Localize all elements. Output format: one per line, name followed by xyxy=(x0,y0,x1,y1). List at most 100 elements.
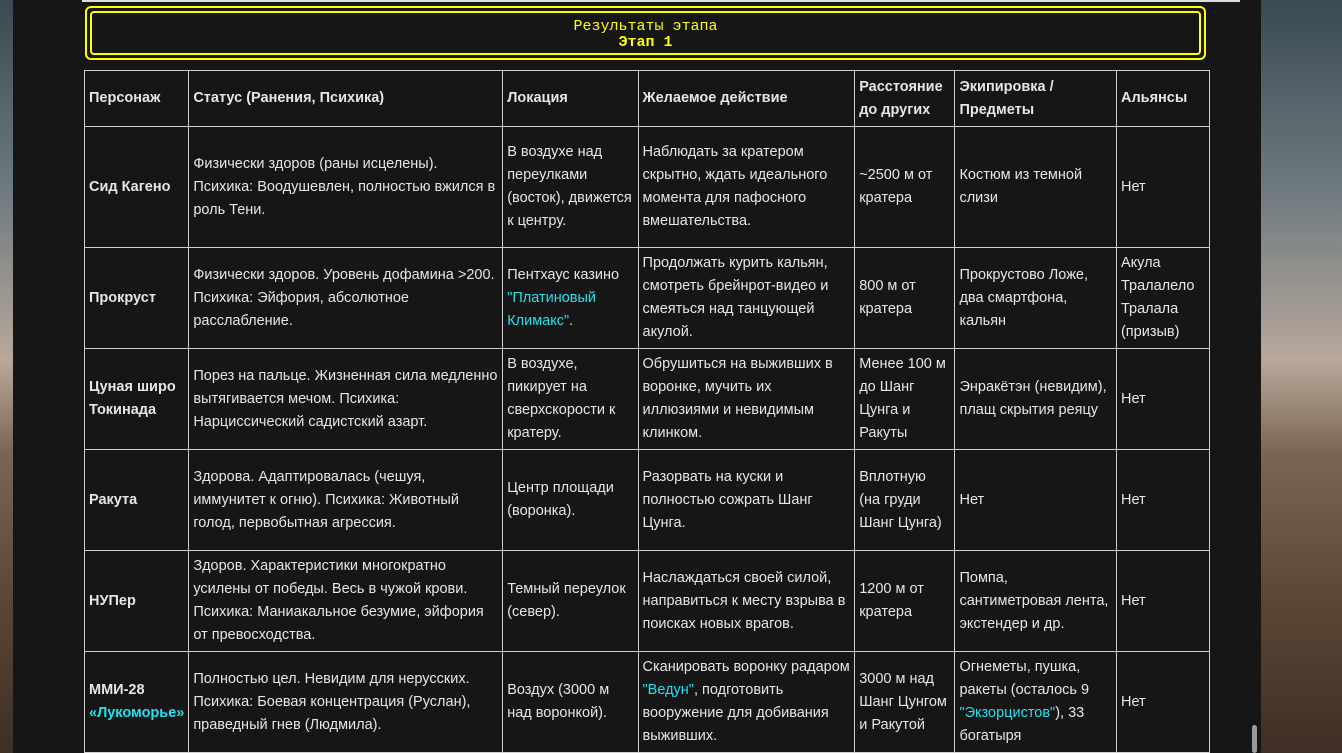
cell-distance: Вплотную (на груди Шанг Цунга) xyxy=(854,449,956,551)
table-row: ММИ-28 «Лукоморье» Полностью цел. Невидим… xyxy=(83,651,1211,753)
table-row: Сид Кагено Физически здоров (раны исцелен… xyxy=(83,126,1211,248)
scrollbar-thumb[interactable] xyxy=(1252,725,1257,753)
cell-action: Обрушиться на выживших в воронке, мучить… xyxy=(637,348,856,450)
cell-text: Энракётэн (невидим), плащ скрытия реяцу xyxy=(959,379,1107,418)
banner-subtitle: Этап 1 xyxy=(618,34,673,51)
cell-text: В воздухе, пикирует на сверхскорости к к… xyxy=(507,356,616,441)
cell-location: Темный переулок (север). xyxy=(502,550,639,652)
cell-equipment: Энракётэн (невидим), плащ скрытия реяцу xyxy=(954,348,1117,450)
cell-text: ММИ-28 xyxy=(89,682,145,698)
results-table: Персонаж Статус (Ранения, Психика) Локация… xyxy=(83,70,1211,753)
cell-text: Пентхаус казино xyxy=(507,266,620,283)
cell-text: Наслаждаться своей силой, направиться к … xyxy=(642,569,846,632)
highlighted-text: "Платиновый Климакс" xyxy=(507,289,597,329)
cell-location: Воздух (3000 м над воронкой). xyxy=(502,651,639,753)
cell-text: Наблюдать за кратером скрытно, ждать иде… xyxy=(642,144,828,229)
cell-alliances: Нет xyxy=(1115,550,1211,652)
cell-text: Полностью цел. Невидим для нерусских. Пс… xyxy=(193,670,471,733)
cell-action: Продолжать курить кальян, смотреть брейн… xyxy=(637,247,856,349)
cell-name: Цуная широ Токинада xyxy=(83,348,190,450)
cell-text: Нет xyxy=(959,491,985,508)
cell-text: Темный переулок (север). xyxy=(507,581,626,620)
header-character: Персонаж xyxy=(83,70,190,127)
cell-distance: 800 м от кратера xyxy=(854,247,956,349)
cell-equipment: Огнеметы, пушка, ракеты (осталось 9 "Экз… xyxy=(954,651,1117,753)
cell-location: В воздухе над переулками (восток), движе… xyxy=(502,126,639,248)
cell-name: Сид Кагено xyxy=(83,126,190,248)
cell-alliances: Акула Тралалело Тралала (призыв) xyxy=(1115,247,1211,349)
cell-location: Центр площади (воронка). xyxy=(502,449,639,551)
cell-equipment: Нет xyxy=(954,449,1117,551)
cell-equipment: Прокрустово Ложе, два смартфона, кальян xyxy=(954,247,1117,349)
cell-text: Вплотную (на груди Шанг Цунга) xyxy=(859,468,942,531)
cell-text: Физически здоров (раны исцелены). Психик… xyxy=(193,155,496,218)
cell-name: Ракута xyxy=(83,449,190,551)
cell-text: Нет xyxy=(1120,491,1146,508)
cell-text: Здоров. Характеристики многократно усиле… xyxy=(193,558,484,643)
cell-text: Воздух (3000 м над воронкой). xyxy=(507,682,610,721)
cell-text: Нет xyxy=(1120,693,1146,710)
divider xyxy=(82,0,1240,2)
cell-distance: Менее 100 м до Шанг Цунга и Ракуты xyxy=(854,348,956,450)
cell-action: Сканировать воронку радаром "Ведун", под… xyxy=(637,651,856,753)
cell-text: В воздухе над переулками (восток), движе… xyxy=(507,144,632,229)
header-action: Желаемое действие xyxy=(637,70,856,127)
cell-text: ), 33 богатыря xyxy=(959,705,1085,744)
table-header-row: Персонаж Статус (Ранения, Психика) Локация… xyxy=(83,70,1211,127)
cell-distance: ~2500 м от кратера xyxy=(854,126,956,248)
cell-text: 800 м от кратера xyxy=(859,278,916,317)
cell-status: Физически здоров (раны исцелены). Психик… xyxy=(188,126,504,248)
cell-status: Здоров. Характеристики многократно усиле… xyxy=(188,550,504,652)
cell-text: , подготовить вооружение для добивания в… xyxy=(642,682,829,744)
cell-equipment: Костюм из темной слизи xyxy=(954,126,1117,248)
cell-name: ММИ-28 «Лукоморье» xyxy=(83,651,190,753)
cell-name: НУПер xyxy=(83,550,190,652)
header-location: Локация xyxy=(502,70,639,127)
cell-text: Обрушиться на выживших в воронке, мучить… xyxy=(642,356,833,441)
cell-text: Нет xyxy=(1120,592,1146,609)
cell-text: Центр площади (воронка). xyxy=(507,480,614,519)
cell-alliances: Нет xyxy=(1115,449,1211,551)
cell-text: Разорвать на куски и полностью сожрать Ш… xyxy=(642,468,813,531)
cell-text: Костюм из темной слизи xyxy=(959,167,1083,206)
cell-status: Здорова. Адаптировалась (чешуя, иммуните… xyxy=(188,449,504,551)
cell-action: Наслаждаться своей силой, направиться к … xyxy=(637,550,856,652)
cell-location: Пентхаус казино "Платиновый Климакс". xyxy=(502,247,639,349)
cell-action: Разорвать на куски и полностью сожрать Ш… xyxy=(637,449,856,551)
header-status: Статус (Ранения, Психика) xyxy=(188,70,504,127)
cell-text: Здорова. Адаптировалась (чешуя, иммуните… xyxy=(193,468,459,531)
stage-results-banner: Результаты этапа Этап 1 xyxy=(85,6,1206,60)
cell-text: Порез на пальце. Жизненная сила медленно… xyxy=(193,367,498,430)
highlighted-text: "Экзорцистов" xyxy=(959,705,1056,721)
cell-text: Цуная широ Токинада xyxy=(89,379,176,418)
header-equipment: Экипировка / Предметы xyxy=(954,70,1117,127)
cell-status: Физически здоров. Уровень дофамина >200.… xyxy=(188,247,504,349)
highlighted-text: "Ведун" xyxy=(642,682,694,698)
cell-text: Физически здоров. Уровень дофамина >200.… xyxy=(193,266,495,329)
cell-text: Менее 100 м до Шанг Цунга и Ракуты xyxy=(859,356,946,441)
banner-title: Результаты этапа xyxy=(573,18,718,35)
cell-action: Наблюдать за кратером скрытно, ждать иде… xyxy=(637,126,856,248)
cell-distance: 3000 м над Шанг Цунгом и Ракутой xyxy=(854,651,956,753)
table-row: НУПер Здоров. Характеристики многократно … xyxy=(83,550,1211,652)
table-row: Ракута Здорова. Адаптировалась (чешуя, им… xyxy=(83,449,1211,551)
cell-text: Нет xyxy=(1120,178,1146,195)
cell-text: ~2500 м от кратера xyxy=(859,167,933,206)
cell-alliances: Нет xyxy=(1115,651,1211,753)
table-row: Цуная широ Токинада Порез на пальце. Жизн… xyxy=(83,348,1211,450)
cell-text: Сканировать воронку радаром xyxy=(642,659,850,675)
cell-text: 1200 м от кратера xyxy=(859,581,924,620)
cell-status: Порез на пальце. Жизненная сила медленно… xyxy=(188,348,504,450)
cell-text: Помпа, сантиметровая лента, экстендер и … xyxy=(959,569,1109,632)
header-alliances: Альянсы xyxy=(1115,70,1211,127)
cell-text: . xyxy=(569,312,574,329)
table-row: Прокруст Физически здоров. Уровень дофами… xyxy=(83,247,1211,349)
highlighted-text: «Лукоморье» xyxy=(89,705,185,721)
cell-location: В воздухе, пикирует на сверхскорости к к… xyxy=(502,348,639,450)
cell-text: НУПер xyxy=(89,592,136,609)
cell-distance: 1200 м от кратера xyxy=(854,550,956,652)
cell-text: Продолжать курить кальян, смотреть брейн… xyxy=(642,255,829,340)
cell-text: Нет xyxy=(1120,390,1146,407)
cell-text: Прокруст xyxy=(89,289,156,306)
cell-text: Ракута xyxy=(89,491,138,508)
